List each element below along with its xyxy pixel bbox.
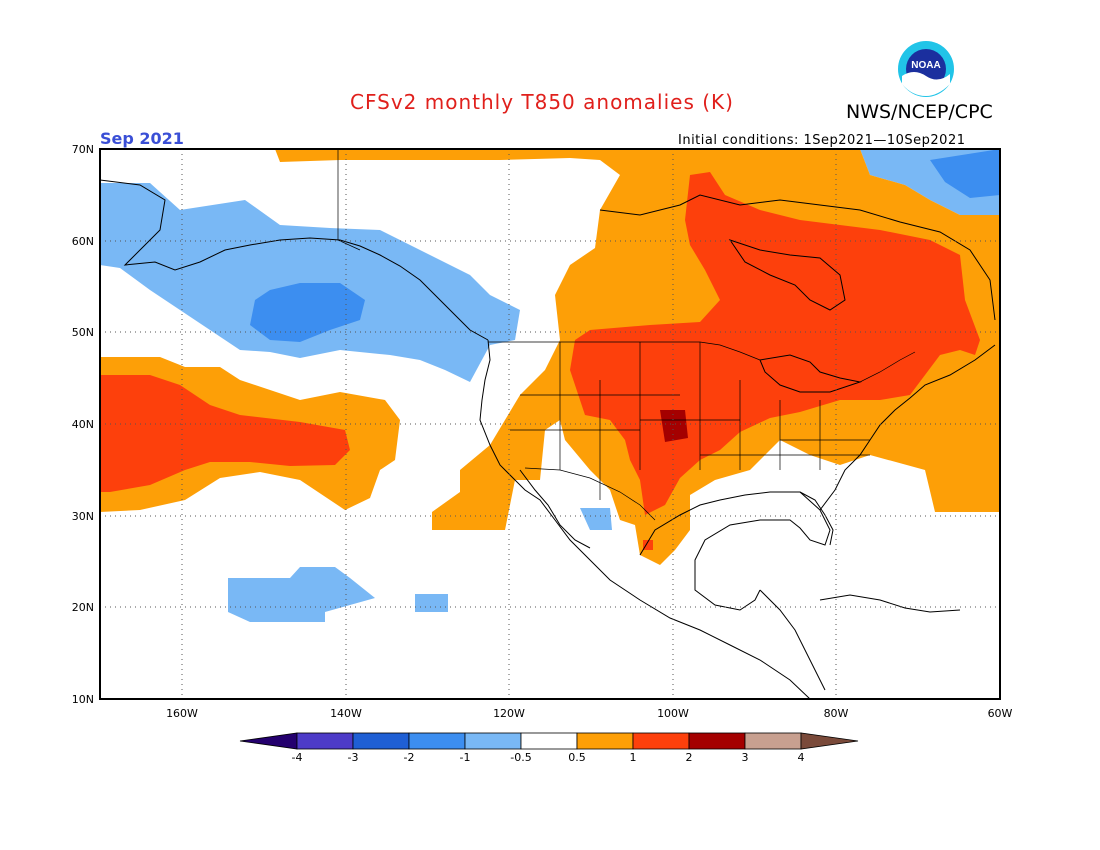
legend-label-4: 4: [797, 751, 805, 764]
lon-label-100w: 100W: [657, 707, 689, 720]
gridlines: [100, 149, 1000, 699]
lat-label-20n: 20N: [71, 601, 94, 614]
color-legend: [239, 732, 859, 750]
canada-arctic: [599, 194, 996, 321]
pacific-warm-core: [100, 375, 350, 492]
legend-swatch-1: [296, 732, 354, 750]
legend-label-minus1: -1: [459, 751, 471, 764]
legend-swatch-above-max: [800, 732, 859, 750]
lat-label-10n: 10N: [71, 693, 94, 706]
legend-swatch-below-min: [239, 732, 298, 750]
legend-label-minus0-5: -0.5: [510, 751, 532, 764]
logo-text: NOAA: [911, 60, 940, 71]
legend-label-0-5: 0.5: [568, 751, 586, 764]
state-lines-west: [510, 342, 740, 500]
map-frame: [99, 148, 1001, 700]
borders: [337, 149, 916, 521]
valid-month-label: Sep 2021: [100, 129, 184, 148]
central-plains-max: [660, 410, 688, 442]
legend-swatch-4: [464, 732, 522, 750]
legend-swatch-9: [744, 732, 802, 750]
legend-label-minus4: -4: [291, 751, 303, 764]
alaska-coast: [100, 179, 489, 341]
lat-label-40n: 40N: [71, 418, 94, 431]
lat-label-60n: 60N: [71, 235, 94, 248]
mexico-warm-spot: [643, 540, 653, 550]
central-america: [759, 589, 826, 691]
noaa-logo: NOAA: [898, 41, 954, 97]
legend-swatch-5: [520, 732, 578, 750]
lat-label-70n: 70N: [71, 143, 94, 156]
agency-label: NWS/NCEP/CPC: [846, 101, 993, 123]
caribbean: [819, 594, 961, 613]
state-lines-east: [699, 342, 870, 470]
lon-label-160w: 160W: [166, 707, 198, 720]
lat-label-50n: 50N: [71, 326, 94, 339]
legend-label-minus3: -3: [347, 751, 359, 764]
legend-swatch-2: [352, 732, 410, 750]
hudson-bay: [728, 239, 846, 311]
alaska-border: [337, 149, 361, 251]
east-coast: [819, 344, 996, 511]
gulf-coast: [639, 491, 831, 611]
lon-label-80w: 80W: [823, 707, 849, 720]
lon-label-140w: 140W: [330, 707, 362, 720]
lon-label-120w: 120W: [493, 707, 525, 720]
florida: [799, 491, 834, 546]
legend-label-minus2: -2: [403, 751, 415, 764]
us-mexico-border: [524, 467, 656, 521]
atlantic-cool-core: [930, 149, 1000, 198]
lat-label-30n: 30N: [71, 510, 94, 523]
legend-swatch-7: [632, 732, 690, 750]
initial-conditions-label: Initial conditions: 1Sep2021—10Sep2021: [678, 133, 966, 148]
legend-swatch-8: [688, 732, 746, 750]
legend-swatch-3: [408, 732, 466, 750]
pacific-cool-core: [250, 283, 365, 342]
legend-label-1: 1: [629, 751, 637, 764]
baja-peninsula: [519, 469, 591, 549]
legend-swatch-6: [576, 732, 634, 750]
map-title: CFSv2 monthly T850 anomalies (K): [350, 90, 734, 114]
baja-cool-patch: [580, 508, 612, 530]
subtropical-cool-patch-east: [415, 594, 448, 612]
subtropical-cool-patch: [228, 567, 375, 622]
legend-label-2: 2: [685, 751, 693, 764]
logo-wave-icon: [902, 72, 950, 96]
legend-label-3: 3: [741, 751, 749, 764]
lon-label-60w: 60W: [987, 707, 1013, 720]
west-coast: [479, 339, 811, 699]
